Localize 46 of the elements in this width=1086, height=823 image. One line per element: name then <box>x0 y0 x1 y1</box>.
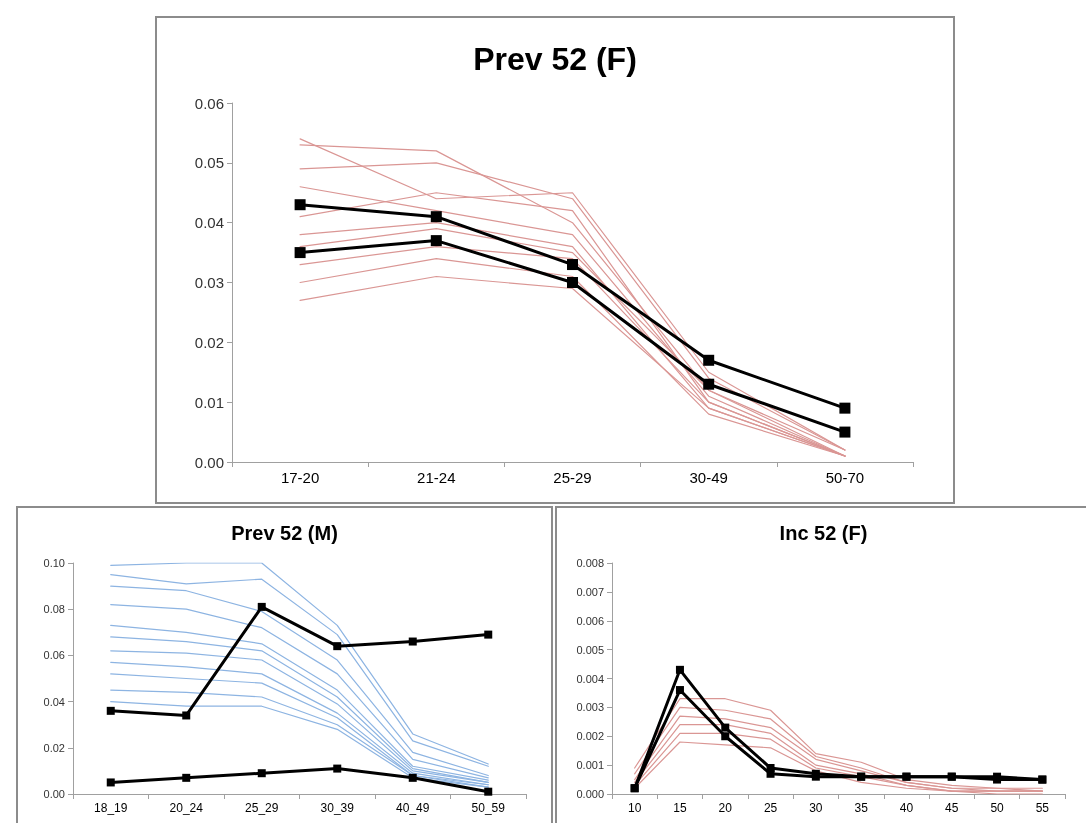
y-tick-label: 0.06 <box>194 94 224 112</box>
x-tick-label: 40_49 <box>396 801 430 815</box>
y-tick-label: 0.04 <box>194 214 224 232</box>
x-tick-label: 30-49 <box>689 469 728 486</box>
x-tick-label: 10 <box>627 801 642 815</box>
y-tick-label: 0.02 <box>43 741 65 754</box>
y-tick-label: 0.10 <box>43 557 65 569</box>
x-tick-label: 50-70 <box>825 469 865 486</box>
x-tick-label: 40 <box>899 801 914 815</box>
x-tick-label: 30_39 <box>320 801 355 815</box>
x-tick-label: 45 <box>945 801 959 815</box>
x-tick-label: 20 <box>718 801 733 815</box>
y-tick-label: 0.002 <box>576 730 604 743</box>
x-tick-label: 18_19 <box>94 801 128 815</box>
y-tick-label: 0.00 <box>43 788 65 800</box>
y-tick-label: 0.00 <box>194 453 224 471</box>
y-tick-label: 0.003 <box>576 701 604 714</box>
y-tick-label: 0.005 <box>576 643 604 656</box>
x-tick-label: 15 <box>673 801 687 815</box>
y-tick-label: 0.004 <box>576 672 604 685</box>
x-tick-label: 20_24 <box>169 801 204 815</box>
y-tick-label: 0.02 <box>194 333 224 351</box>
y-tick-label: 0.006 <box>576 614 604 627</box>
y-tick-label: 0.008 <box>576 557 604 569</box>
y-tick-label: 0.04 <box>43 695 65 708</box>
y-tick-label: 0.007 <box>576 585 604 598</box>
chart-title: Prev 52 (F) <box>473 41 637 77</box>
x-tick-label: 30 <box>809 801 823 815</box>
x-tick-label: 55 <box>1035 801 1050 815</box>
y-tick-label: 0.03 <box>194 274 224 291</box>
x-tick-label: 25-29 <box>553 469 592 486</box>
x-tick-label: 25_29 <box>245 801 279 815</box>
y-tick-label: 0.01 <box>194 393 224 411</box>
y-tick-label: 0.000 <box>576 788 604 800</box>
chart-title: Prev 52 (M) <box>231 522 338 544</box>
x-tick-label: 21-24 <box>417 469 456 486</box>
x-tick-label: 17-20 <box>280 469 320 486</box>
chart-title: Inc 52 (F) <box>779 522 868 544</box>
y-tick-label: 0.06 <box>43 649 65 662</box>
x-tick-label: 50_59 <box>471 801 506 815</box>
y-tick-label: 0.05 <box>194 154 224 172</box>
y-tick-label: 0.001 <box>576 759 604 772</box>
y-tick-label: 0.08 <box>43 603 65 616</box>
x-tick-label: 35 <box>854 801 869 815</box>
x-tick-label: 25 <box>763 801 778 815</box>
x-tick-label: 50 <box>990 801 1005 815</box>
